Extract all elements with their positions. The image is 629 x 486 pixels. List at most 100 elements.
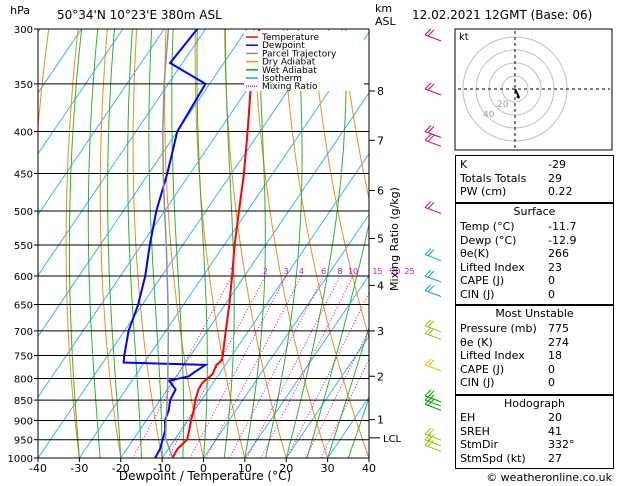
param-label: Lifted Index: [460, 260, 525, 274]
mixing-ratio-line: [189, 275, 287, 458]
isotherm-line: [203, 213, 369, 458]
param-label: Lifted Index: [460, 349, 525, 362]
x-tick-label: 10: [238, 462, 252, 475]
x-tick-label: 40: [362, 462, 376, 475]
isotherm-line: [244, 274, 369, 458]
isotherm-line: [78, 31, 369, 458]
x-tick-label: 20: [279, 462, 293, 475]
dry-adiabat-line: [132, 29, 163, 458]
wet-adiabat-line: [127, 29, 142, 458]
wind-barb-shaft: [424, 439, 442, 447]
km-tick-label: 8: [377, 85, 384, 98]
hodograph-kt-label: kt: [459, 32, 469, 43]
legend-entry: Wet Adiabat: [262, 66, 317, 76]
wet-adiabat-line: [285, 29, 347, 458]
param-value: 29: [548, 171, 562, 185]
wind-barb-shaft: [424, 275, 442, 283]
param-label: Pressure (mb): [460, 322, 537, 335]
series-line-temperature: [171, 29, 261, 458]
hodograph-params-panel: Hodograph EH 20 SREH 41 StmDir 332° StmSpd (kt…: [455, 395, 614, 469]
param-value: 332°: [548, 438, 575, 451]
wind-barb-shaft: [424, 139, 442, 147]
lcl-label: LCL: [383, 434, 402, 445]
hodograph-trace: [514, 88, 520, 99]
pressure-tick-label: 600: [14, 272, 33, 283]
param-label: Temp (°C): [460, 220, 515, 233]
chart-grid: [38, 29, 369, 458]
wind-barb-feather: [424, 201, 432, 208]
most-unstable-title: Most Unstable: [495, 307, 574, 320]
mixing-ratio-line: [205, 275, 302, 458]
wind-barb-feather: [427, 439, 435, 447]
param-label: CIN (J): [460, 287, 495, 301]
wind-barb-shaft: [424, 254, 442, 262]
param-value: 20: [548, 411, 562, 424]
wind-barb-feather: [424, 438, 432, 446]
pressure-tick-label: 750: [14, 351, 33, 362]
param-label: EH: [460, 411, 476, 424]
wind-barb-feather: [424, 427, 432, 435]
wind-barb-feather: [427, 202, 435, 209]
wind-barb-shaft: [424, 403, 442, 411]
isotherm-line: [38, 29, 331, 458]
wind-barb-feather: [427, 134, 435, 142]
wind-barb-feather: [424, 28, 432, 36]
dry-adiabat-line: [282, 29, 369, 458]
param-value: 23: [548, 260, 562, 274]
param-value: -29: [548, 158, 566, 171]
isotherm-line: [285, 335, 369, 458]
wind-barb-shaft: [424, 34, 442, 42]
mixing-ratio-label: 20: [390, 267, 400, 276]
param-value: 18: [548, 349, 562, 362]
param-value: 0.22: [548, 185, 573, 198]
pressure-tick-label: 550: [14, 241, 33, 252]
wind-barb-feather: [424, 327, 432, 334]
chart-curves: [122, 29, 261, 458]
y-axis-label: hPa: [10, 4, 30, 17]
location-title: 50°34'N 10°23'E 380m ASL: [57, 8, 222, 22]
mixing-ratio-label: 6: [321, 267, 326, 276]
km-axis-label: km: [375, 2, 392, 15]
param-label: PW (cm): [460, 185, 507, 198]
param-value: 0: [548, 362, 555, 376]
wet-adiabat-line: [68, 29, 83, 458]
param-label: θe(K): [460, 247, 490, 260]
wind-barb-feather: [427, 83, 435, 91]
wind-barb-shaft: [424, 332, 442, 340]
wind-barb-feather: [427, 270, 435, 278]
isotherm-line: [38, 29, 124, 155]
mixing-ratio-line: [260, 275, 354, 458]
mixing-ratio-label: 15: [372, 267, 382, 276]
dry-adiabat-line: [341, 29, 369, 201]
pressure-tick-label: 350: [14, 80, 33, 91]
isotherm-line: [161, 152, 369, 458]
wind-barb-feather: [424, 389, 432, 397]
param-label: SREH: [460, 424, 490, 438]
km-tick-label: 7: [377, 134, 384, 147]
wet-adiabat-line: [244, 29, 266, 458]
mixing-ratio-label: 25: [404, 267, 414, 276]
wind-barb-feather: [424, 319, 432, 327]
param-value: 41: [548, 424, 562, 438]
wind-barb-shaft: [424, 206, 442, 214]
mixing-ratio-line: [246, 275, 341, 458]
legend-entry: Dry Adiabat: [262, 58, 316, 68]
mixing-ratio-line: [305, 328, 369, 458]
param-value: 0: [548, 274, 555, 287]
datetime-title: 12.02.2021 12GMT (Base: 06): [412, 8, 592, 22]
wet-adiabat-line: [87, 29, 101, 458]
param-label: StmDir: [460, 438, 499, 451]
wet-adiabat-line: [327, 326, 369, 458]
wind-barb-feather: [427, 285, 435, 292]
dry-adiabat-line: [65, 29, 80, 458]
wind-barb-feather: [427, 390, 435, 398]
km-tick-label: 6: [377, 184, 384, 197]
x-tick-label: 0: [200, 462, 207, 475]
series-line-parcel-trajectory: [162, 29, 174, 458]
wet-adiabat-line: [306, 221, 369, 458]
wind-barb-feather: [427, 359, 435, 367]
param-label: Totals Totals: [460, 171, 527, 185]
km-tick-label: 3: [377, 325, 384, 338]
param-label: CAPE (J): [460, 274, 505, 287]
pressure-tick-label: 500: [14, 207, 33, 218]
